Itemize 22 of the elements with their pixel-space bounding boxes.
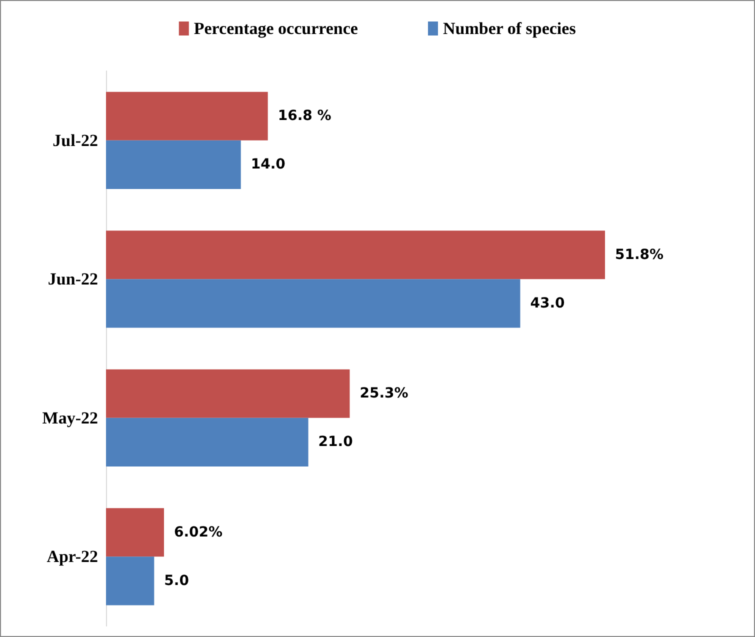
bar bbox=[106, 92, 268, 140]
y-tick-label: Apr-22 bbox=[46, 547, 98, 566]
data-label: 21.0 bbox=[318, 434, 354, 450]
y-tick-label: Jun-22 bbox=[48, 270, 98, 289]
data-label: 51.8% bbox=[615, 246, 664, 263]
data-label: 43.0 bbox=[530, 295, 566, 312]
y-tick-label: May-22 bbox=[42, 408, 98, 428]
data-label: 5.0 bbox=[164, 572, 190, 589]
legend-label: Number of species bbox=[442, 19, 576, 38]
data-label: 16.8 % bbox=[278, 108, 332, 124]
bar bbox=[106, 556, 154, 606]
bar bbox=[106, 279, 520, 328]
data-label: 25.3% bbox=[360, 386, 408, 402]
y-tick-label: Jul-22 bbox=[52, 130, 98, 150]
bar bbox=[106, 230, 606, 280]
data-label: 6.02% bbox=[174, 524, 223, 540]
legend-label: Percentage occurrence bbox=[194, 19, 358, 38]
bar bbox=[106, 418, 308, 466]
data-label: 14.0 bbox=[250, 156, 286, 173]
bar bbox=[106, 508, 164, 557]
bar bbox=[106, 140, 241, 189]
bar bbox=[106, 369, 350, 418]
